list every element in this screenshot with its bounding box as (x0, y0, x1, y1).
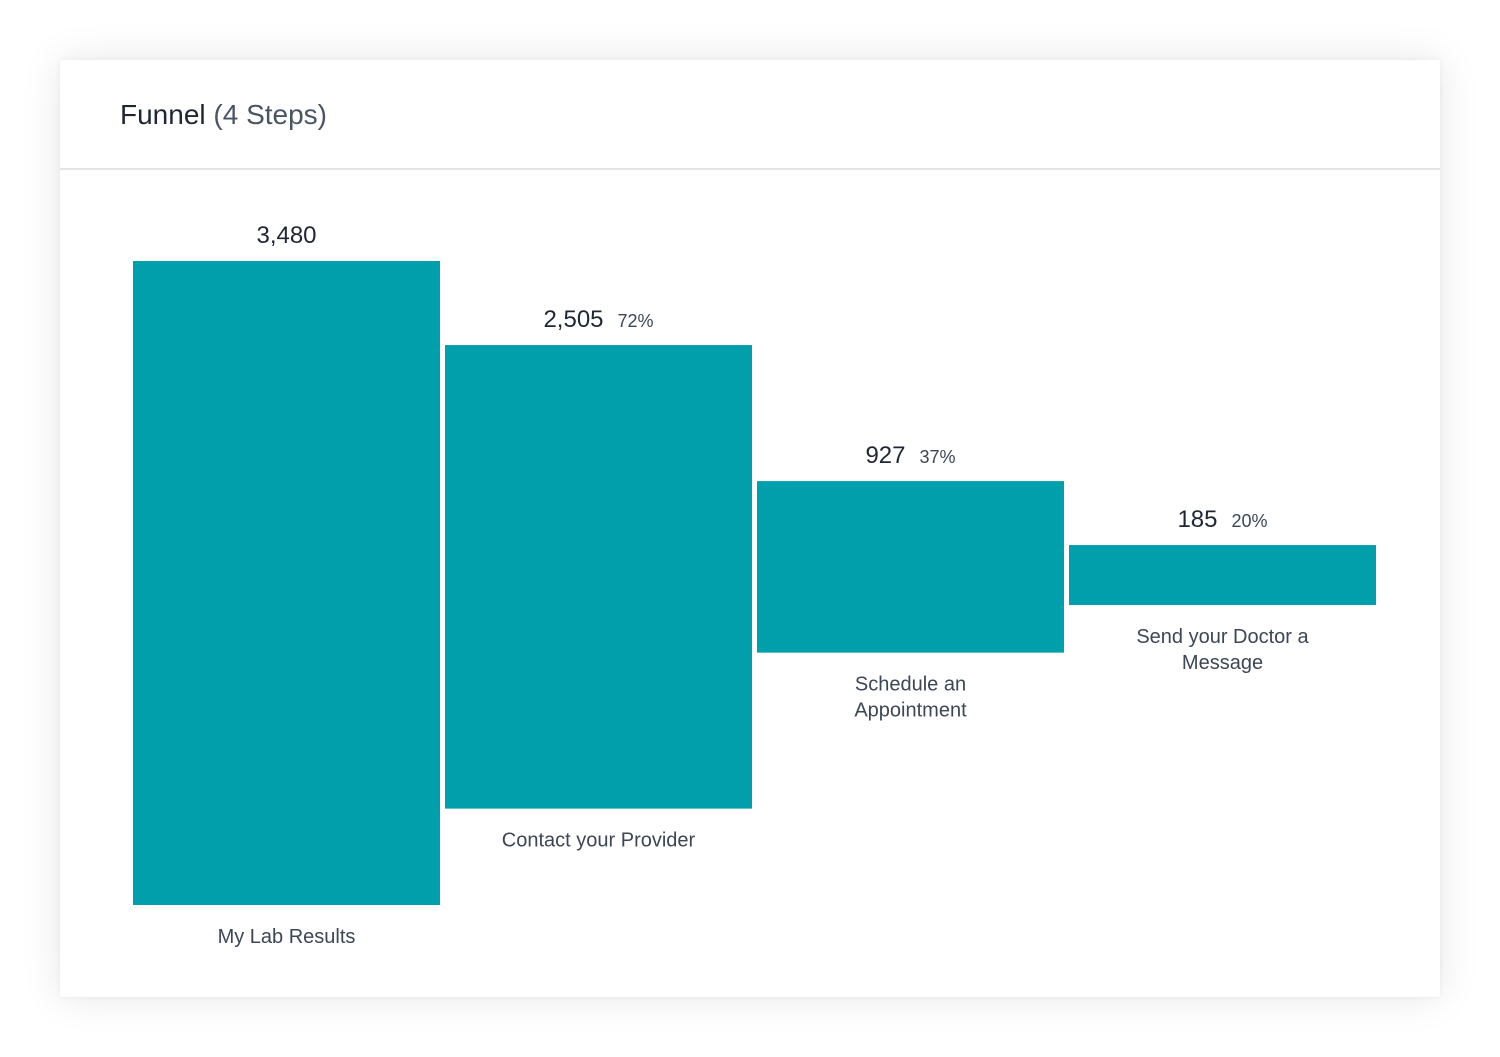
bar-category-label-4: Send your Doctor a Message (1136, 626, 1309, 674)
funnel-bar-3[interactable] (757, 481, 1064, 653)
bar-category-label-1: My Lab Results (218, 926, 356, 948)
funnel-bar-4[interactable] (1069, 545, 1376, 606)
bar-value-2: 2,505 (543, 306, 603, 333)
bar-category-label-2: Contact your Provider (502, 830, 696, 852)
card-header: Funnel (4 Steps) (60, 60, 1440, 170)
funnel-bar-2[interactable] (445, 345, 752, 809)
bar-value-label-3: 927 37% (865, 442, 955, 469)
bar-value-4: 185 (1177, 506, 1217, 533)
card-title: Funnel (4 Steps) (120, 98, 327, 132)
bar-percent-3: 37% (920, 447, 956, 467)
bar-value-3: 927 (865, 442, 905, 469)
bar-value-label-4: 185 20% (1177, 506, 1267, 533)
bar-category-label-3: Schedule an Appointment (854, 674, 967, 722)
card-title-text: Funnel (120, 99, 206, 130)
bar-value-label-2: 2,505 72% (543, 306, 653, 333)
bar-value-label-1: 3,480 (256, 222, 316, 249)
card-title-steps: (4 Steps) (213, 99, 328, 130)
bar-percent-4: 20% (1232, 511, 1268, 531)
bar-percent-2: 72% (618, 311, 654, 331)
funnel-bar-1[interactable] (133, 261, 440, 905)
